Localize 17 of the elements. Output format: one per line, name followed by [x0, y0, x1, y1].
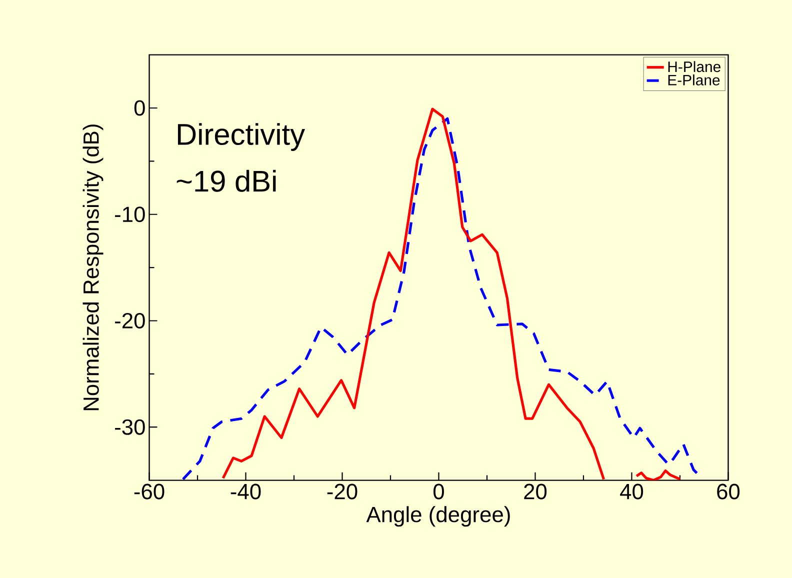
annotation: ~19 dBi — [176, 170, 276, 192]
legend-label: E-Plane — [668, 74, 720, 86]
x-tick-label: -60 — [134, 484, 164, 500]
y-tick-label: -20 — [115, 312, 145, 329]
y-tick-label: -30 — [115, 419, 145, 435]
annotation: Directivity — [178, 123, 305, 151]
y-tick-label: -10 — [115, 206, 145, 222]
x-tick-label: -20 — [327, 484, 358, 500]
legend-label: H-Plane — [668, 61, 720, 72]
y-axis-title: Normalized Responsivity (dB) — [82, 124, 104, 410]
x-tick-label: 40 — [620, 484, 644, 500]
x-tick-label: 0 — [434, 484, 444, 500]
x-tick-label: 60 — [717, 484, 740, 500]
y-tick-label: 0 — [134, 100, 145, 116]
x-tick-label: 20 — [524, 484, 547, 500]
x-axis-title: Angle (degree) — [366, 506, 510, 527]
x-tick-label: -40 — [230, 484, 261, 500]
